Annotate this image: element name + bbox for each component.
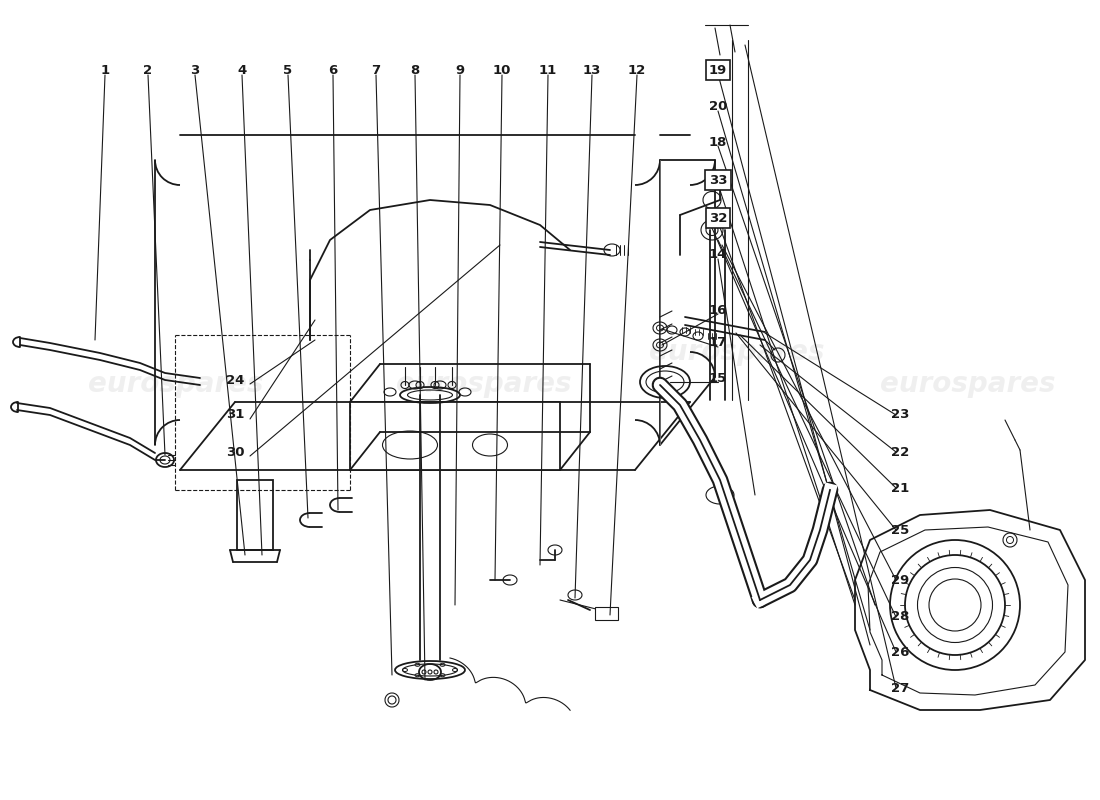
Text: 27: 27 bbox=[891, 682, 909, 694]
Text: 12: 12 bbox=[628, 63, 646, 77]
Text: 23: 23 bbox=[891, 409, 910, 422]
Text: eurospares: eurospares bbox=[88, 370, 264, 398]
Text: 22: 22 bbox=[891, 446, 909, 458]
Text: 4: 4 bbox=[238, 63, 246, 77]
Polygon shape bbox=[595, 607, 618, 620]
Text: 33: 33 bbox=[708, 174, 727, 186]
Polygon shape bbox=[350, 402, 560, 470]
Text: 26: 26 bbox=[891, 646, 910, 658]
Text: 21: 21 bbox=[891, 482, 909, 494]
Text: 14: 14 bbox=[708, 249, 727, 262]
Text: 28: 28 bbox=[891, 610, 910, 623]
Text: 24: 24 bbox=[226, 374, 244, 386]
Text: 9: 9 bbox=[455, 63, 464, 77]
Text: 20: 20 bbox=[708, 101, 727, 114]
Text: 7: 7 bbox=[372, 63, 381, 77]
Text: 3: 3 bbox=[190, 63, 199, 77]
Text: 10: 10 bbox=[493, 63, 512, 77]
Text: eurospares: eurospares bbox=[396, 370, 572, 398]
Text: 29: 29 bbox=[891, 574, 909, 586]
Text: 6: 6 bbox=[329, 63, 338, 77]
Text: 32: 32 bbox=[708, 211, 727, 225]
Text: 30: 30 bbox=[226, 446, 244, 458]
Text: eurospares: eurospares bbox=[880, 370, 1056, 398]
Text: 15: 15 bbox=[708, 371, 727, 385]
Text: 17: 17 bbox=[708, 337, 727, 350]
Text: 2: 2 bbox=[143, 63, 153, 77]
Text: eurospares: eurospares bbox=[649, 338, 825, 366]
Text: 18: 18 bbox=[708, 135, 727, 149]
Text: 8: 8 bbox=[410, 63, 419, 77]
Text: 16: 16 bbox=[708, 303, 727, 317]
Polygon shape bbox=[236, 480, 273, 550]
Text: 1: 1 bbox=[100, 63, 110, 77]
Text: 31: 31 bbox=[226, 409, 244, 422]
Text: 11: 11 bbox=[539, 63, 557, 77]
Text: 5: 5 bbox=[284, 63, 293, 77]
Text: 13: 13 bbox=[583, 63, 602, 77]
Text: 25: 25 bbox=[891, 523, 909, 537]
Text: 19: 19 bbox=[708, 63, 727, 77]
